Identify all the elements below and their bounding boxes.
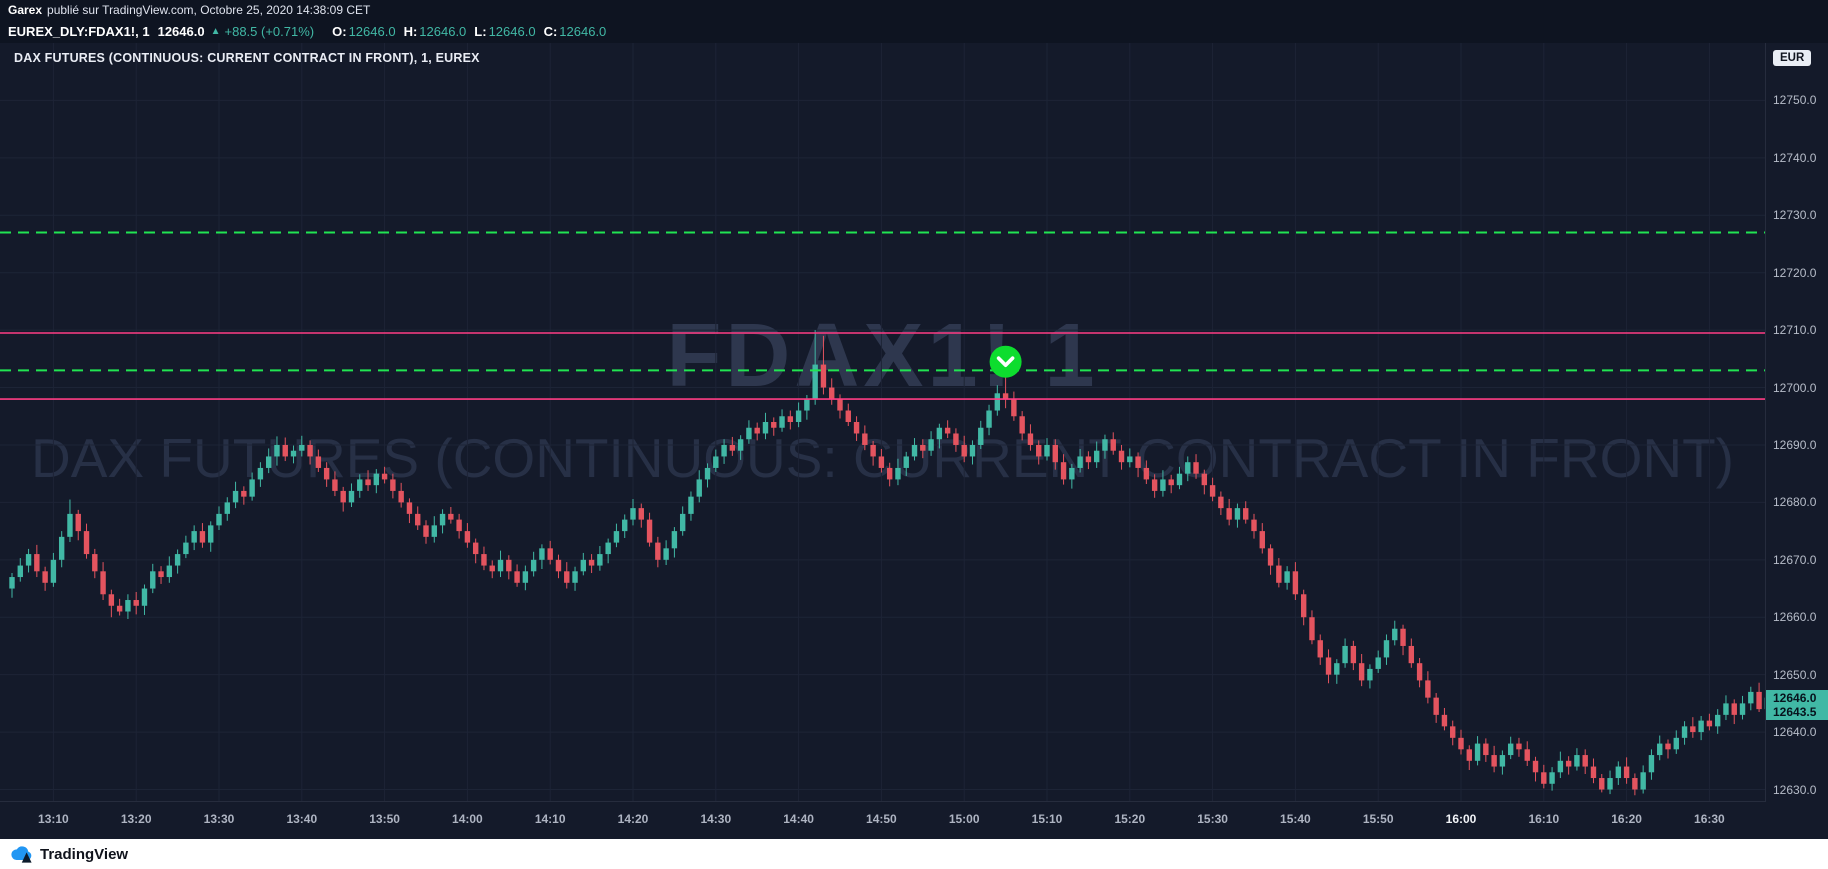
- last-price-value: 12646.0: [157, 24, 205, 39]
- attribution-bar: Garex publié sur TradingView.com, Octobr…: [0, 0, 1828, 20]
- author-name: Garex: [8, 3, 43, 17]
- chart-plot[interactable]: FDAX1! 1 DAX FUTURES (CONTINUOUS: CURREN…: [0, 43, 1766, 802]
- time-axis-label: 14:50: [866, 812, 897, 826]
- up-arrow-icon: ▲: [210, 26, 221, 37]
- price-axis[interactable]: EUR 12630.0 12640.0 12650.0 12660.0 12670.0 1…: [1766, 43, 1828, 802]
- last-price-badge: 12643.5: [1766, 703, 1828, 720]
- time-axis-label: 16:00: [1445, 812, 1477, 826]
- close-label: C:: [543, 24, 558, 39]
- time-axis[interactable]: 13:10 13:20 13:30 13:40 13:50 14:00 14:10 14:20…: [0, 802, 1766, 839]
- time-axis-label: 15:20: [1114, 812, 1146, 826]
- tradingview-logo-icon[interactable]: [9, 845, 33, 863]
- price-axis-label: 12740.0: [1773, 150, 1817, 165]
- price-axis-label: 12720.0: [1773, 265, 1817, 280]
- price-axis-label: 12640.0: [1773, 725, 1817, 740]
- time-axis-label: 13:50: [369, 812, 400, 826]
- footer-bar: TradingView: [0, 839, 1828, 869]
- price-axis-label: 12670.0: [1773, 552, 1817, 567]
- pane-title: DAX FUTURES (CONTINUOUS: CURRENT CONTRAC…: [14, 51, 480, 65]
- time-axis-label: 14:00: [452, 812, 483, 826]
- time-axis-label: 15:00: [948, 812, 980, 826]
- last-price-badge: 12646.0: [1766, 689, 1828, 706]
- time-axis-label: 13:10: [38, 812, 69, 826]
- grid-lines: [0, 43, 1765, 801]
- open-label: O:: [332, 24, 347, 39]
- high-value: 12646.0: [419, 24, 467, 39]
- chart-region: FDAX1! 1 DAX FUTURES (CONTINUOUS: CURREN…: [0, 43, 1828, 839]
- price-axis-label: 12660.0: [1773, 610, 1817, 625]
- open-value: 12646.0: [348, 24, 396, 39]
- symbol-info-bar: EUREX_DLY:FDAX1!, 1 12646.0 ▲ +88.5 (+0.…: [0, 20, 1828, 43]
- time-axis-label: 16:20: [1611, 812, 1642, 826]
- candlestick-chart[interactable]: [0, 43, 1765, 801]
- time-axis-label: 16:10: [1528, 812, 1560, 826]
- price-axis-label: 12630.0: [1773, 782, 1817, 797]
- time-axis-label: 13:20: [120, 812, 152, 826]
- price-axis-label: 12690.0: [1773, 437, 1817, 452]
- price-axis-label: 12730.0: [1773, 208, 1817, 223]
- sell-marker-icon[interactable]: [989, 345, 1022, 378]
- candles-series: [9, 330, 1765, 796]
- price-change: +88.5 (+0.71%): [224, 24, 315, 39]
- price-axis-label: 12700.0: [1773, 380, 1817, 395]
- time-axis-label: 13:40: [286, 812, 318, 826]
- tradingview-brand[interactable]: TradingView: [40, 845, 129, 863]
- close-value: 12646.0: [559, 24, 607, 39]
- level-lines[interactable]: [0, 231, 1765, 400]
- time-axis-label: 15:30: [1197, 812, 1228, 826]
- time-axis-label: 16:30: [1694, 812, 1725, 826]
- price-axis-label: 12750.0: [1773, 93, 1817, 108]
- price-axis-label: 12650.0: [1773, 667, 1817, 682]
- low-value: 12646.0: [488, 24, 536, 39]
- attribution-text: publié sur TradingView.com, Octobre 25, …: [47, 3, 371, 17]
- currency-badge: EUR: [1773, 50, 1812, 66]
- low-label: L:: [474, 24, 487, 39]
- symbol-title[interactable]: EUREX_DLY:FDAX1!, 1: [8, 24, 150, 39]
- time-axis-label: 14:20: [617, 812, 649, 826]
- price-axis-label: 12680.0: [1773, 495, 1817, 510]
- time-axis-label: 14:30: [700, 812, 732, 826]
- time-axis-label: 14:10: [534, 812, 566, 826]
- price-axis-label: 12710.0: [1773, 323, 1817, 338]
- time-axis-label: 15:50: [1362, 812, 1394, 826]
- time-axis-label: 15:10: [1031, 812, 1063, 826]
- high-label: H:: [403, 24, 418, 39]
- time-axis-label: 13:30: [203, 812, 235, 826]
- time-axis-label: 15:40: [1280, 812, 1311, 826]
- time-axis-label: 14:40: [783, 812, 814, 826]
